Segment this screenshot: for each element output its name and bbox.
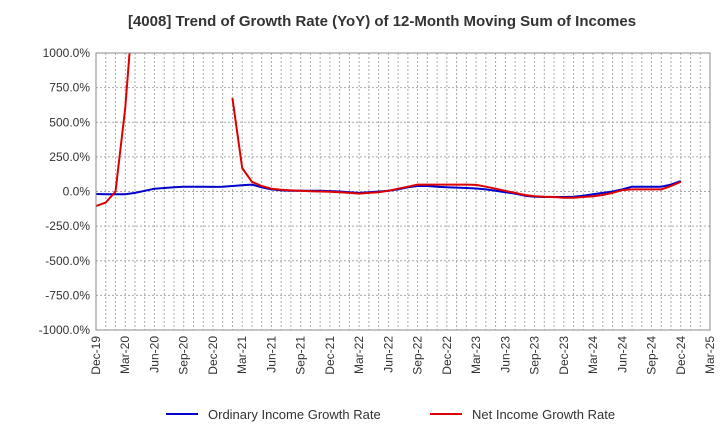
y-tick-label: -750.0% <box>45 288 90 302</box>
x-tick-label: Dec-21 <box>323 336 337 375</box>
y-tick-label: -1000.0% <box>39 323 91 337</box>
x-tick-label: Dec-19 <box>89 336 103 375</box>
x-tick-label: Mar-24 <box>586 336 600 374</box>
y-tick-label: 500.0% <box>49 115 90 129</box>
y-tick-label: -250.0% <box>45 219 90 233</box>
x-tick-label: Mar-21 <box>235 336 249 374</box>
x-tick-label: Dec-20 <box>206 336 220 375</box>
y-tick-label: 750.0% <box>49 81 90 95</box>
plot-frame <box>95 52 711 331</box>
x-tick-label: Sep-24 <box>645 336 659 375</box>
plot-lines <box>96 53 682 207</box>
legend-label-net: Net Income Growth Rate <box>472 407 615 422</box>
x-tick-label: Jun-22 <box>381 336 395 373</box>
legend-label-ordinary: Ordinary Income Growth Rate <box>208 407 381 422</box>
y-tick-label: 0.0% <box>63 185 91 199</box>
x-tick-label: Dec-23 <box>557 336 571 375</box>
x-tick-label: Sep-23 <box>528 336 542 375</box>
x-tick-label: Mar-22 <box>352 336 366 374</box>
x-tick-label: Mar-20 <box>118 336 132 374</box>
x-tick-label: Jun-24 <box>615 336 629 373</box>
legend: Ordinary Income Growth Rate Net Income G… <box>166 407 615 422</box>
chart-title: [4008] Trend of Growth Rate (YoY) of 12-… <box>128 13 636 30</box>
x-tick-label: Jun-21 <box>264 336 278 373</box>
x-tick-label: Sep-21 <box>294 336 308 375</box>
x-tick-label: Sep-22 <box>411 336 425 375</box>
x-tick-label: Sep-20 <box>177 336 191 375</box>
x-tick-label: Dec-22 <box>440 336 454 375</box>
x-tick-label: Mar-23 <box>469 336 483 374</box>
y-tick-label: 250.0% <box>49 150 90 164</box>
x-tick-label: Mar-25 <box>703 336 717 374</box>
y-tick-label: 1000.0% <box>43 46 91 60</box>
x-tick-label: Dec-24 <box>674 336 688 375</box>
y-axis: 1000.0% 750.0% 500.0% 250.0% 0.0% -250.0% -500… <box>39 46 91 337</box>
x-axis: Dec-19 Mar-20 Jun-20 Sep-20 Dec-20 Mar-21 Jun-… <box>89 336 717 375</box>
series-line-1 <box>96 53 131 207</box>
y-tick-label: -500.0% <box>45 254 90 268</box>
x-tick-label: Jun-23 <box>498 336 512 373</box>
x-tick-label: Jun-20 <box>147 336 161 373</box>
series-line-1 <box>231 97 682 199</box>
